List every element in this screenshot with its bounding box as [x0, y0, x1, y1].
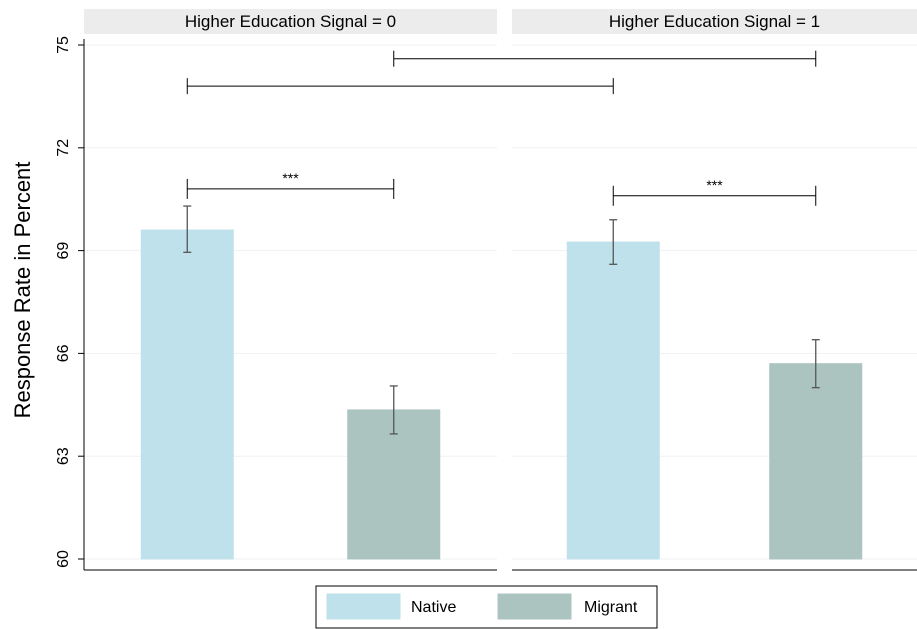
- significance-bracket: [186, 178, 395, 199]
- error-bar: [389, 385, 398, 435]
- bar-native: [140, 229, 234, 560]
- strip-header: [84, 9, 497, 34]
- error-bar: [609, 219, 618, 265]
- y-tick-label: 66: [55, 344, 72, 362]
- bar-migrant: [769, 363, 863, 560]
- legend-key-migrant: [497, 593, 572, 620]
- strip-label: Higher Education Signal = 1: [609, 12, 820, 31]
- legend-label: Migrant: [584, 599, 638, 616]
- legend: Native Migrant: [315, 585, 658, 629]
- y-tick-label: 72: [55, 139, 72, 157]
- bar-migrant: [347, 409, 441, 560]
- legend-key-native: [326, 593, 401, 620]
- panel-0: Higher Education Signal = 0 ***: [84, 9, 497, 571]
- y-tick-label: 60: [55, 550, 72, 568]
- legend-label: Native: [411, 599, 456, 616]
- panel-1: Higher Education Signal = 1 ***: [512, 9, 917, 571]
- legend-box: [315, 585, 658, 629]
- y-tick-label: 69: [55, 242, 72, 260]
- y-tick-label: 63: [55, 447, 72, 465]
- strip-header: [512, 9, 917, 34]
- error-bar: [811, 339, 820, 389]
- significance-label: ***: [282, 170, 299, 186]
- cross-bracket: [393, 50, 817, 67]
- error-bar: [183, 205, 192, 253]
- significance-label: ***: [706, 177, 723, 193]
- y-axis: 60 63 66 69 72 75: [55, 36, 85, 570]
- bar-native: [566, 241, 660, 560]
- strip-label: Higher Education Signal = 0: [185, 12, 396, 31]
- y-tick-label: 75: [55, 36, 72, 54]
- significance-bracket: [612, 185, 817, 206]
- y-axis-title: Response Rate in Percent: [10, 162, 35, 419]
- cross-bracket: [186, 78, 614, 95]
